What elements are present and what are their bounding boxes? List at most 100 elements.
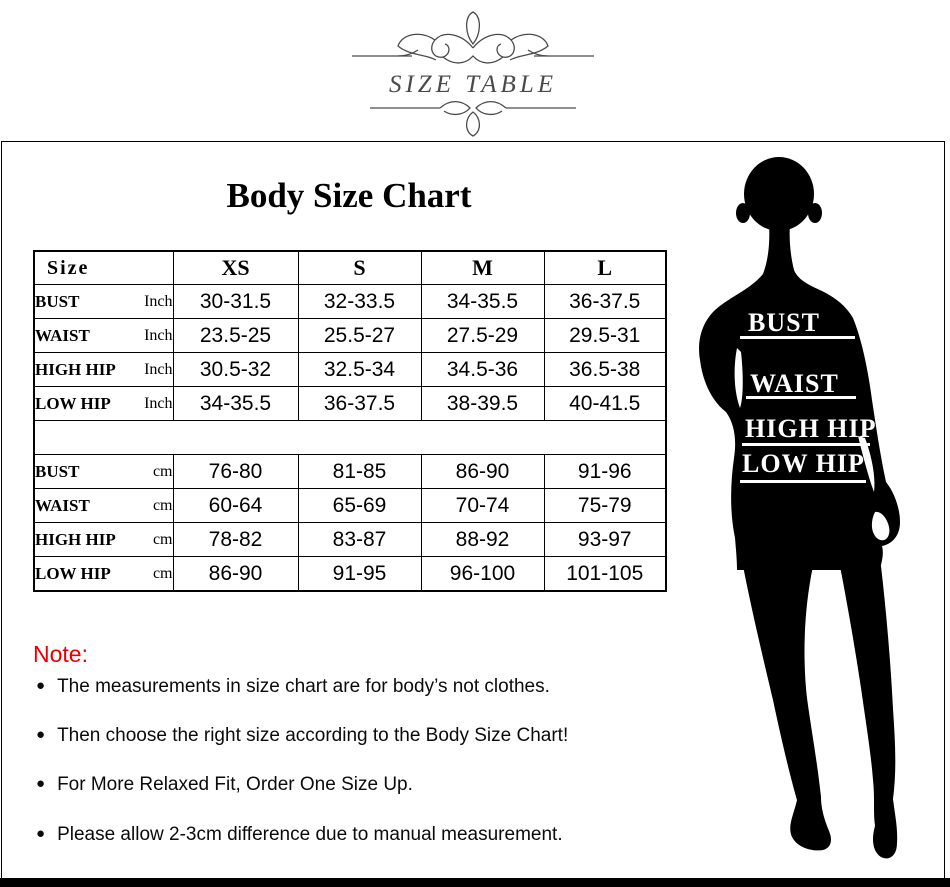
row-unit: cm — [152, 530, 173, 548]
body-size-table: Size XS S M L BUST Inch 30-31.5 32-33.5 3… — [33, 250, 667, 592]
row-header-cell: BUST Inch — [33, 284, 174, 319]
row-label: LOW HIP — [35, 393, 111, 413]
row-header-cell: LOW HIP Inch — [33, 386, 174, 421]
column-header-s: S — [297, 250, 422, 285]
size-value: 34.5-36 — [420, 352, 545, 387]
row-header-cell: WAIST Inch — [33, 318, 174, 353]
size-value: 96-100 — [420, 556, 545, 592]
note-text: Please allow 2-3cm difference due to man… — [57, 824, 563, 845]
table-row: WAIST Inch 23.5-25 25.5-27 27.5-29 29.5-3… — [33, 318, 667, 353]
row-label: HIGH HIP — [35, 529, 116, 549]
size-value: 91-95 — [297, 556, 422, 592]
note-item: ● For More Relaxed Fit, Order One Size Up… — [36, 774, 636, 796]
column-header-l: L — [543, 250, 667, 285]
table-row: BUST Inch 30-31.5 32-33.5 34-35.5 36-37.5 — [33, 284, 667, 319]
row-unit: cm — [152, 564, 173, 582]
table-row: HIGH HIP Inch 30.5-32 32.5-34 34.5-36 36.… — [33, 352, 667, 387]
size-value: 23.5-25 — [172, 318, 299, 353]
row-label: WAIST — [35, 325, 90, 345]
figure-label-waist: WAIST — [750, 369, 839, 398]
row-unit: Inch — [144, 326, 173, 344]
table-spacer-row — [33, 420, 667, 455]
row-label: LOW HIP — [35, 563, 111, 583]
size-value: 91-96 — [543, 454, 667, 489]
row-label: WAIST — [35, 495, 90, 515]
row-label: BUST — [35, 291, 80, 311]
table-row: BUST cm 76-80 81-85 86-90 91-96 — [33, 454, 667, 489]
size-value: 78-82 — [172, 522, 299, 557]
figure-label-high-hip: HIGH HIP — [745, 414, 877, 443]
note-heading: Note: — [33, 641, 88, 667]
high-hip-line — [742, 443, 870, 446]
size-value: 83-87 — [297, 522, 422, 557]
bullet-icon: ● — [36, 775, 46, 792]
size-value: 30-31.5 — [172, 284, 299, 319]
size-value: 32.5-34 — [297, 352, 422, 387]
female-silhouette-icon: BUST WAIST HIGH HIP LOW HIP — [699, 157, 900, 859]
note-item: ● Please allow 2-3cm difference due to ma… — [36, 824, 636, 846]
note-text: The measurements in size chart are for b… — [57, 676, 550, 697]
note-item: ● The measurements in size chart are for … — [36, 676, 636, 698]
column-header-m: M — [420, 250, 545, 285]
size-value: 101-105 — [543, 556, 667, 592]
table-row: HIGH HIP cm 78-82 83-87 88-92 93-97 — [33, 522, 667, 557]
row-unit: cm — [152, 462, 173, 480]
size-value: 36-37.5 — [543, 284, 667, 319]
size-value: 81-85 — [297, 454, 422, 489]
ornament-title: SIZE TABLE — [389, 71, 557, 98]
bullet-icon: ● — [36, 726, 46, 743]
size-value: 86-90 — [420, 454, 545, 489]
flourish-icon: SIZE TABLE — [352, 11, 594, 137]
note-text: For More Relaxed Fit, Order One Size Up. — [57, 774, 413, 795]
body-measurement-figure: BUST WAIST HIGH HIP LOW HIP — [690, 140, 945, 878]
size-value: 34-35.5 — [172, 386, 299, 421]
page-title: Body Size Chart — [226, 176, 472, 215]
size-value: 88-92 — [420, 522, 545, 557]
size-value: 36.5-38 — [543, 352, 667, 387]
content-frame — [1, 141, 945, 879]
bullet-icon: ● — [36, 825, 46, 842]
row-label: BUST — [35, 461, 80, 481]
row-unit: Inch — [144, 360, 173, 378]
bottom-divider-bar — [0, 878, 950, 887]
low-hip-line — [740, 480, 866, 483]
size-value: 60-64 — [172, 488, 299, 523]
bust-line — [740, 336, 855, 339]
size-value: 93-97 — [543, 522, 667, 557]
spacer-cell — [33, 420, 667, 455]
size-value: 27.5-29 — [420, 318, 545, 353]
table-row: LOW HIP cm 86-90 91-95 96-100 101-105 — [33, 556, 667, 592]
table-row: LOW HIP Inch 34-35.5 36-37.5 38-39.5 40-4… — [33, 386, 667, 421]
row-header-cell: BUST cm — [33, 454, 174, 489]
ornament-header: SIZE TABLE — [350, 4, 596, 138]
figure-label-low-hip: LOW HIP — [742, 449, 865, 478]
size-value: 70-74 — [420, 488, 545, 523]
size-value: 38-39.5 — [420, 386, 545, 421]
size-value: 75-79 — [543, 488, 667, 523]
row-header-cell: HIGH HIP Inch — [33, 352, 174, 387]
row-unit: cm — [152, 496, 173, 514]
row-header-cell: HIGH HIP cm — [33, 522, 174, 557]
row-label: HIGH HIP — [35, 359, 116, 379]
column-header-xs: XS — [172, 250, 299, 285]
size-value: 65-69 — [297, 488, 422, 523]
table-row: WAIST cm 60-64 65-69 70-74 75-79 — [33, 488, 667, 523]
size-value: 29.5-31 — [543, 318, 667, 353]
size-value: 34-35.5 — [420, 284, 545, 319]
note-item: ● Then choose the right size according to… — [36, 725, 636, 747]
row-header-cell: LOW HIP cm — [33, 556, 174, 592]
table-header-row: Size XS S M L — [33, 250, 667, 285]
size-value: 30.5-32 — [172, 352, 299, 387]
figure-label-bust: BUST — [748, 308, 820, 337]
row-header-cell: WAIST cm — [33, 488, 174, 523]
size-value: 76-80 — [172, 454, 299, 489]
waist-line — [746, 396, 856, 399]
column-header-size: Size — [33, 250, 174, 285]
size-value: 40-41.5 — [543, 386, 667, 421]
row-unit: Inch — [144, 292, 173, 310]
size-value: 25.5-27 — [297, 318, 422, 353]
size-value: 36-37.5 — [297, 386, 422, 421]
size-value: 32-33.5 — [297, 284, 422, 319]
note-text: Then choose the right size according to … — [57, 725, 569, 746]
bullet-icon: ● — [36, 677, 46, 694]
